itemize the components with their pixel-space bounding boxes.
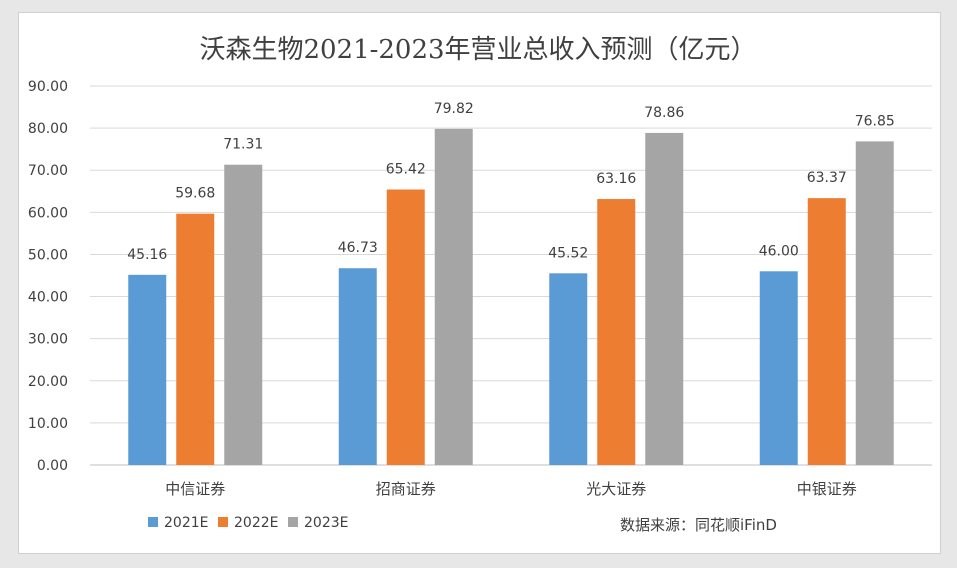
legend-swatch-2021e [148,517,158,527]
data-label: 79.82 [434,101,474,117]
category-label: 中银证券 [797,480,857,498]
legend-label: 2022E [234,515,278,531]
y-tick-label: 30.00 [28,332,68,348]
data-label: 46.00 [759,243,799,259]
y-axis-ticks: 0.00 10.00 20.00 30.00 40.00 50.00 60.00 70.00 8… [28,79,68,474]
data-label: 63.16 [596,171,636,187]
y-tick-label: 0.00 [37,458,68,474]
bar-2023e-1 [435,129,473,465]
data-label: 46.73 [338,240,378,256]
gridlines [90,86,932,465]
bar-2023e-3 [856,141,894,465]
bar-2023e-0 [224,165,262,465]
data-label: 65.42 [386,162,426,178]
y-tick-label: 60.00 [28,205,68,221]
data-label: 71.31 [223,137,263,153]
legend: 2021E 2022E 2023E [148,515,348,531]
data-label: 76.85 [855,113,895,129]
bar-2021e-0 [128,275,166,465]
data-label: 45.52 [548,245,588,261]
y-tick-label: 90.00 [28,79,68,95]
y-tick-label: 80.00 [28,121,68,137]
category-label: 招商证券 [376,480,436,498]
legend-label: 2023E [304,515,348,531]
bar-2021e-3 [760,271,798,465]
bar-2022e-0 [176,214,214,465]
data-label: 59.68 [175,186,215,202]
bar-2023e-2 [645,133,683,465]
bar-2022e-3 [808,198,846,465]
category-label: 中信证券 [165,480,225,498]
chart-title: 沃森生物2021-2023年营业总收入预测（亿元） [199,35,756,65]
revenue-forecast-chart: 沃森生物2021-2023年营业总收入预测（亿元） 0.00 10.00 20.00… [0,0,957,568]
legend-label: 2021E [164,515,208,531]
data-label: 63.37 [807,170,847,186]
y-tick-label: 70.00 [28,163,68,179]
y-tick-label: 10.00 [28,416,68,432]
bar-2021e-2 [549,273,587,465]
bar-2022e-2 [597,199,635,465]
legend-swatch-2023e [288,517,298,527]
legend-swatch-2022e [218,517,228,527]
y-tick-label: 50.00 [28,247,68,263]
y-tick-label: 20.00 [28,374,68,390]
bar-2021e-1 [339,268,377,465]
data-label: 78.86 [644,105,684,121]
x-axis-categories: 中信证券 招商证券 光大证券 中银证券 [165,480,857,498]
source-note: 数据来源：同花顺iFinD [620,516,777,534]
category-label: 光大证券 [586,480,646,498]
data-label: 45.16 [127,247,167,263]
y-tick-label: 40.00 [28,290,68,306]
bar-2022e-1 [387,190,425,465]
